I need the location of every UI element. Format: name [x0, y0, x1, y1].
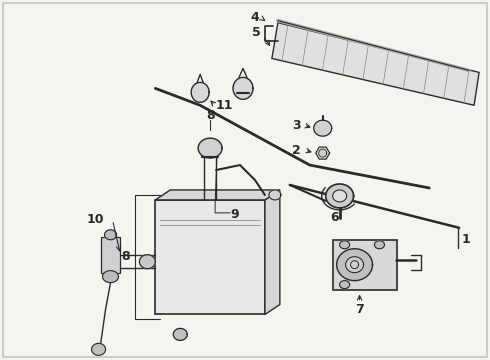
Polygon shape	[333, 190, 346, 202]
Polygon shape	[233, 77, 253, 99]
Bar	[100, 237, 121, 273]
Polygon shape	[345, 257, 364, 273]
Polygon shape	[340, 241, 349, 249]
Polygon shape	[340, 280, 349, 289]
Polygon shape	[326, 184, 354, 208]
Polygon shape	[191, 82, 209, 102]
Text: 11: 11	[215, 99, 233, 112]
Polygon shape	[374, 241, 385, 249]
Polygon shape	[272, 23, 479, 105]
Polygon shape	[155, 190, 280, 200]
Text: 6: 6	[330, 211, 339, 224]
Polygon shape	[265, 190, 280, 315]
Polygon shape	[269, 190, 281, 200]
Bar	[333, 240, 397, 289]
Polygon shape	[173, 328, 187, 340]
Text: 3: 3	[293, 119, 301, 132]
Text: 9: 9	[231, 208, 239, 221]
Text: 2: 2	[293, 144, 301, 157]
Polygon shape	[102, 271, 119, 283]
Text: 1: 1	[462, 233, 470, 246]
Polygon shape	[314, 120, 332, 136]
Polygon shape	[92, 343, 105, 355]
Polygon shape	[316, 147, 330, 159]
Polygon shape	[140, 255, 155, 269]
Text: 5: 5	[251, 26, 260, 39]
Polygon shape	[337, 249, 372, 280]
Bar	[155, 200, 265, 315]
Polygon shape	[104, 230, 117, 240]
Text: 8: 8	[206, 109, 215, 122]
Text: 10: 10	[87, 213, 104, 226]
Text: 8: 8	[121, 250, 130, 263]
Polygon shape	[198, 138, 222, 158]
Text: 4: 4	[250, 11, 259, 24]
Text: 7: 7	[355, 303, 364, 316]
